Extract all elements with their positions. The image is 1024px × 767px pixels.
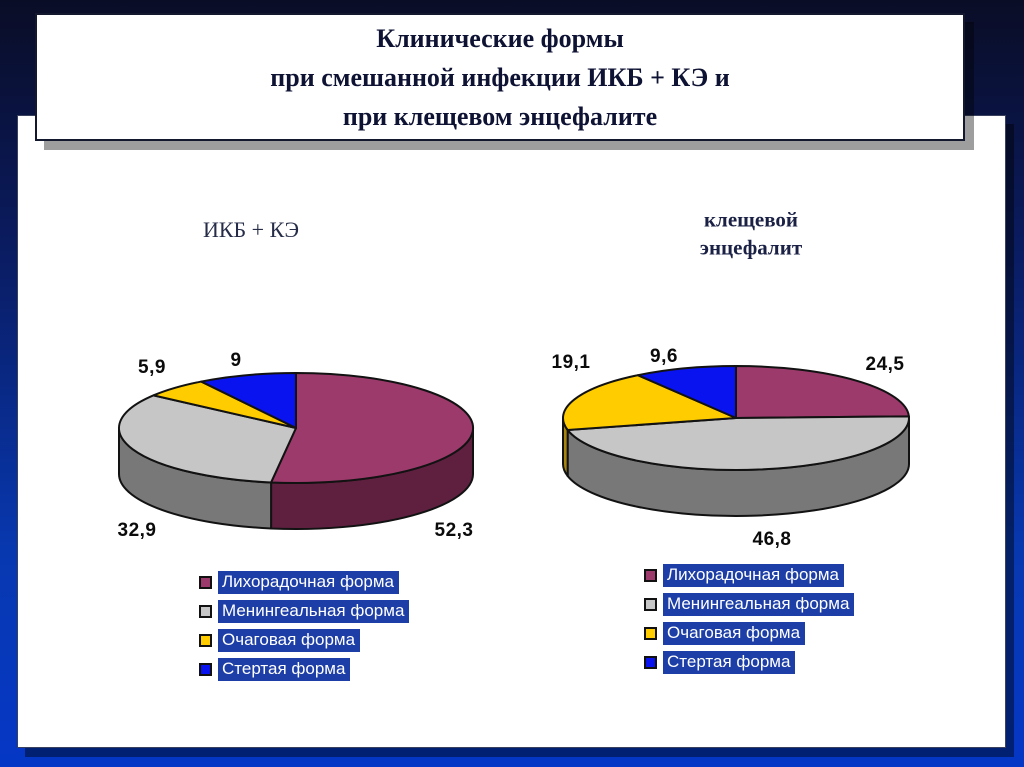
pie-value-label-fever-left: 52,3 <box>434 520 474 541</box>
legend-swatch-meningeal <box>199 604 212 618</box>
pie-chart-ikb-ke <box>118 372 475 530</box>
legend-item-erased: Стертая форма <box>644 650 854 674</box>
content-panel: ИКБ + КЭ 52,3 32,9 5,9 9 Лихорадочная фо… <box>17 115 1006 748</box>
legend-label-erased: Стертая форма <box>218 657 351 681</box>
legend-swatch-erased <box>199 662 212 676</box>
slide-title-box: Клинические формы при смешанной инфекции… <box>35 13 965 141</box>
chart-title-tick-encephalitis: клещевой энцефалит <box>699 207 803 260</box>
legend-label-fever: Лихорадочная форма <box>663 563 844 587</box>
pie-chart-tick-encephalitis <box>562 365 910 518</box>
chart-title-ikb-ke: ИКБ + КЭ <box>202 217 300 243</box>
legend-item-focal: Очаговая форма <box>644 621 854 645</box>
legend-label-meningeal: Менингеальная форма <box>218 599 410 623</box>
legend-label-fever: Лихорадочная форма <box>218 570 399 594</box>
legend-swatch-focal <box>199 633 212 647</box>
legend-item-fever: Лихорадочная форма <box>644 563 854 587</box>
legend-item-erased: Стертая форма <box>199 657 409 681</box>
legend-label-focal: Очаговая форма <box>218 628 361 652</box>
legend-swatch-fever <box>199 575 212 589</box>
legend-item-meningeal: Менингеальная форма <box>644 592 855 616</box>
pie-value-label-erased-left: 9 <box>230 350 242 371</box>
pie-value-label-fever-right: 24,5 <box>865 354 905 375</box>
legend-ikb-ke: Лихорадочная форма Менингеальная форма О… <box>199 570 410 687</box>
legend-tick-encephalitis: Лихорадочная форма Менингеальная форма О… <box>644 563 855 680</box>
legend-label-meningeal: Менингеальная форма <box>663 592 855 616</box>
legend-swatch-erased <box>644 655 657 669</box>
pie-value-label-focal-right: 19,1 <box>551 352 591 373</box>
legend-swatch-meningeal <box>644 597 657 611</box>
pie-value-label-focal-left: 5,9 <box>138 357 166 378</box>
legend-swatch-focal <box>644 626 657 640</box>
pie-value-label-meningeal-left: 32,9 <box>117 520 157 541</box>
legend-item-meningeal: Менингеальная форма <box>199 599 410 623</box>
pie-value-label-erased-right: 9,6 <box>650 346 678 367</box>
legend-swatch-fever <box>644 568 657 582</box>
legend-label-erased: Стертая форма <box>663 650 796 674</box>
pie-value-label-meningeal-right: 46,8 <box>752 529 792 550</box>
slide-title: Клинические формы при смешанной инфекции… <box>270 23 730 131</box>
legend-item-focal: Очаговая форма <box>199 628 409 652</box>
legend-label-focal: Очаговая форма <box>663 621 806 645</box>
legend-item-fever: Лихорадочная форма <box>199 570 409 594</box>
